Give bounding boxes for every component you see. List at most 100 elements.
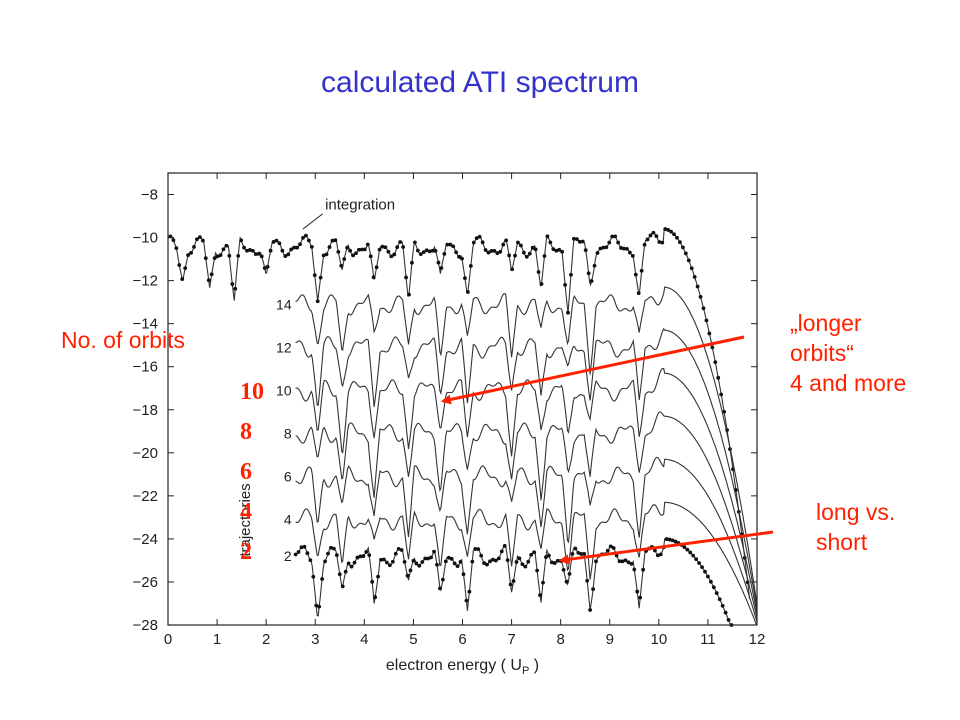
series-point-2 bbox=[317, 604, 322, 609]
series-point-integration bbox=[607, 240, 612, 245]
series-point-integration bbox=[616, 240, 620, 245]
series-point-integration bbox=[383, 245, 388, 250]
series-label: 10 bbox=[276, 382, 292, 398]
series-point-2 bbox=[555, 558, 560, 563]
series-point-2 bbox=[535, 568, 540, 573]
series-point-2 bbox=[670, 538, 675, 543]
series-point-integration bbox=[177, 263, 182, 267]
series-point-2 bbox=[544, 555, 548, 560]
y-tick-label: −16 bbox=[133, 359, 158, 376]
series-point-integration bbox=[410, 260, 414, 265]
series-point-2 bbox=[653, 548, 657, 553]
series-point-integration bbox=[380, 244, 385, 249]
series-point-2 bbox=[393, 551, 398, 556]
series-point-2 bbox=[641, 567, 646, 572]
series-point-2 bbox=[420, 560, 425, 564]
series-point-2 bbox=[402, 560, 407, 564]
x-tick-label: 2 bbox=[262, 631, 270, 648]
series-point-2 bbox=[432, 549, 436, 554]
slide-title: calculated ATI spectrum bbox=[321, 66, 639, 99]
series-point-2 bbox=[411, 558, 416, 563]
series-point-integration bbox=[368, 254, 373, 259]
series-point-2 bbox=[364, 549, 369, 554]
series-point-integration bbox=[636, 291, 641, 296]
series-point-integration bbox=[554, 248, 559, 253]
series-point-2 bbox=[352, 560, 357, 565]
series-point-integration bbox=[209, 272, 214, 277]
orbit-count-10: 10 bbox=[240, 379, 264, 405]
series-point-integration bbox=[392, 252, 397, 257]
series-point-integration bbox=[315, 299, 320, 304]
series-point-integration bbox=[289, 247, 294, 252]
series-point-2 bbox=[717, 597, 722, 602]
series-point-integration bbox=[675, 235, 679, 240]
series-point-2 bbox=[638, 595, 643, 600]
series-point-2 bbox=[711, 585, 716, 590]
series-point-integration bbox=[203, 256, 208, 261]
series-point-integration bbox=[277, 241, 282, 246]
series-point-2 bbox=[594, 559, 598, 564]
series-point-integration bbox=[439, 266, 444, 270]
pointer-arrow bbox=[440, 335, 745, 405]
x-tick-label: 6 bbox=[458, 631, 466, 648]
series-point-2 bbox=[667, 537, 672, 542]
series-point-2 bbox=[714, 591, 719, 595]
series-point-2 bbox=[438, 586, 442, 591]
series-point-integration bbox=[527, 251, 532, 256]
y-tick-label: −26 bbox=[133, 574, 158, 591]
x-tick-label: 10 bbox=[650, 631, 667, 648]
x-tick-label: 4 bbox=[360, 631, 368, 648]
series-point-2 bbox=[449, 556, 454, 561]
series-point-2 bbox=[349, 564, 354, 569]
series-point-integration bbox=[672, 232, 676, 237]
series-point-2 bbox=[529, 552, 534, 557]
series-point-integration bbox=[465, 290, 470, 294]
series-point-integration bbox=[516, 240, 520, 245]
series-point-2 bbox=[382, 557, 386, 562]
series-point-integration bbox=[192, 245, 196, 249]
series-point-integration bbox=[312, 273, 317, 278]
series-point-integration bbox=[377, 247, 382, 252]
series-point-integration bbox=[301, 235, 305, 240]
series-point-2 bbox=[697, 561, 701, 565]
series-point-integration bbox=[215, 254, 220, 259]
series-point-2 bbox=[726, 617, 731, 622]
series-point-2 bbox=[588, 608, 593, 612]
series-point-integration bbox=[218, 253, 223, 258]
series-point-2 bbox=[405, 573, 410, 578]
series-point-2 bbox=[482, 561, 486, 565]
x-tick-label: 5 bbox=[409, 631, 417, 648]
series-point-2 bbox=[311, 574, 316, 579]
x-tick-label: 3 bbox=[311, 631, 319, 648]
series-point-integration bbox=[586, 271, 591, 276]
series-point-integration bbox=[230, 282, 235, 286]
series-point-2 bbox=[694, 557, 699, 562]
series-point-integration bbox=[451, 244, 456, 249]
series-point-2 bbox=[302, 544, 307, 549]
series-point-2 bbox=[390, 559, 395, 564]
series-line-12 bbox=[295, 327, 758, 610]
series-point-2 bbox=[343, 569, 348, 574]
series-label: 6 bbox=[284, 468, 292, 484]
series-point-2 bbox=[541, 580, 545, 585]
series-point-integration bbox=[598, 246, 603, 251]
y-tick-label: −28 bbox=[133, 617, 158, 634]
series-point-integration bbox=[295, 245, 299, 250]
series-point-2 bbox=[373, 595, 378, 600]
y-tick-label: −18 bbox=[133, 402, 158, 419]
series-point-2 bbox=[417, 563, 422, 568]
series-point-integration bbox=[471, 240, 476, 245]
series-point-2 bbox=[511, 579, 516, 583]
series-point-integration bbox=[557, 247, 562, 252]
series-point-2 bbox=[455, 564, 460, 569]
series-point-integration bbox=[521, 250, 526, 255]
series-point-integration bbox=[510, 267, 514, 272]
series-point-2 bbox=[620, 559, 625, 564]
series-point-integration bbox=[483, 248, 488, 252]
orbit-count-4: 4 bbox=[240, 499, 252, 525]
series-point-2 bbox=[385, 560, 389, 565]
series-point-integration bbox=[415, 248, 420, 253]
series-point-2 bbox=[314, 603, 319, 608]
series-point-2 bbox=[320, 577, 325, 581]
series-point-integration bbox=[545, 234, 550, 239]
